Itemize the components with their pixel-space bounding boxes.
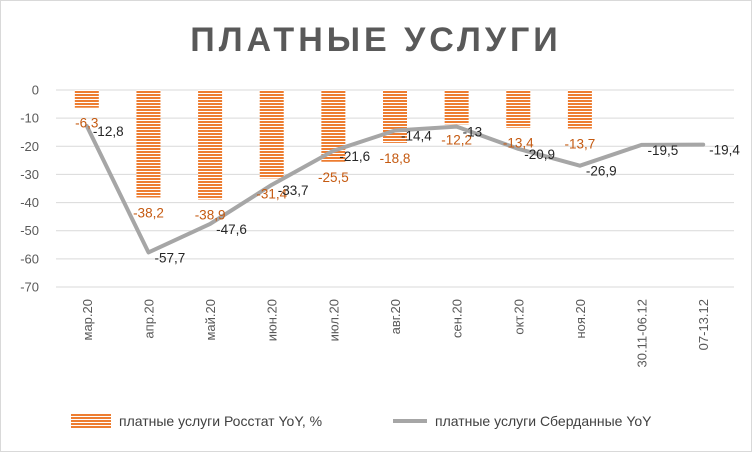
line-data-label: -33,7 <box>278 183 309 198</box>
bar <box>136 90 161 198</box>
legend-line-swatch <box>393 419 427 423</box>
x-tick-label: апр.20 <box>141 299 156 339</box>
bar-data-label: -18,8 <box>380 151 411 166</box>
x-tick-label: 07-13.12 <box>696 299 711 350</box>
line-data-label: -47,6 <box>216 222 247 237</box>
chart-title: ПЛАТНЫЕ УСЛУГИ <box>190 21 562 59</box>
bar <box>506 90 531 128</box>
line-data-label: -14,4 <box>401 129 432 144</box>
bar <box>259 90 284 179</box>
x-tick-label: ноя.20 <box>573 299 588 339</box>
bar <box>567 90 592 129</box>
x-tick-label: май.20 <box>203 299 218 341</box>
x-tick-label: окт.20 <box>511 299 526 335</box>
line-data-label: -19,5 <box>648 143 679 158</box>
legend-item-rosstat: платные услуги Росстат YoY, % <box>71 413 322 429</box>
x-tick-label: авг.20 <box>388 299 403 334</box>
y-tick-label: -40 <box>20 195 39 210</box>
bar-data-label: -38,9 <box>195 207 226 222</box>
chart-plot: -6,3-38,2 -38,9-31,4-25,5-18,8-12,2 -13,4-… <box>20 83 740 368</box>
line-series-sberdata <box>84 124 706 255</box>
legend-label-rosstat: платные услуги Росстат YoY, % <box>119 413 323 429</box>
legend-label-sberdata: платные услуги Сберданные YoY <box>435 413 652 429</box>
line-data-label: -13 <box>463 125 483 140</box>
bar <box>74 90 99 108</box>
x-tick-label: июл.20 <box>326 299 341 341</box>
bar <box>198 90 223 200</box>
bar-data-label: -6,3 <box>75 116 98 131</box>
line-data-label: -21,6 <box>339 149 370 164</box>
line-data-label: -19,4 <box>709 143 740 158</box>
bar-data-label: -38,2 <box>133 206 164 221</box>
x-tick-label: мар.20 <box>80 299 95 340</box>
bar-data-label: -12,2 <box>441 132 472 147</box>
legend-item-sberdata: платные услуги Сберданные YoY <box>393 413 652 429</box>
bar-data-label: -25,5 <box>318 170 349 185</box>
bar-data-label: -13,4 <box>503 136 534 151</box>
y-tick-label: -30 <box>20 167 39 182</box>
y-tick-label: -10 <box>20 111 39 126</box>
y-tick-label: -50 <box>20 223 39 238</box>
y-tick-label: -60 <box>20 251 39 266</box>
legend-bar-swatch <box>71 414 111 428</box>
line-data-label: -12,8 <box>93 124 124 139</box>
bar-data-label: -31,4 <box>256 186 287 201</box>
x-tick-label: сен.20 <box>450 299 465 338</box>
line-data-label: -57,7 <box>154 250 185 265</box>
bar <box>444 90 469 125</box>
line-data-label: -26,9 <box>586 164 617 179</box>
y-tick-label: -70 <box>20 280 39 295</box>
y-tick-label: -20 <box>20 139 39 154</box>
x-tick-label: 30.11-06.12 <box>635 299 650 367</box>
line-data-label: -20,9 <box>524 147 555 162</box>
x-tick-label: июн.20 <box>265 299 280 341</box>
legend: платные услуги Росстат YoY, % платные ус… <box>1 409 751 437</box>
bar-data-label: -13,7 <box>565 137 596 152</box>
y-tick-label: 0 <box>32 83 39 98</box>
